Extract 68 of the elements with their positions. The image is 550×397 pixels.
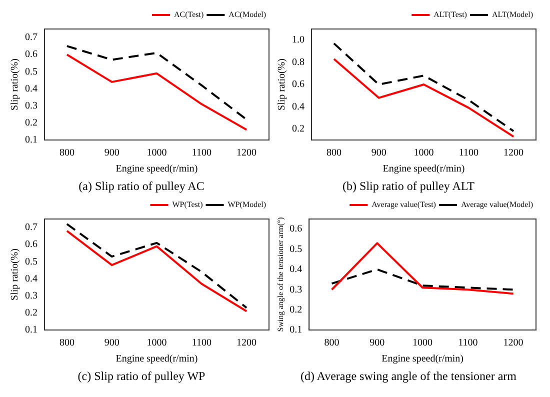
x-tick-label: 1200 bbox=[504, 148, 524, 159]
text: (c) Slip ratio of pulley WP bbox=[76, 368, 206, 385]
y-tick-label: 0.3 bbox=[290, 284, 302, 296]
x-tick-label: 1200 bbox=[236, 148, 257, 159]
y-tick-label: 0.5 bbox=[290, 244, 302, 255]
y-tick-label: 0.8 bbox=[292, 56, 304, 68]
y-tick-label: 0.1 bbox=[25, 134, 38, 146]
legend-label: Average value(Test) bbox=[372, 200, 436, 210]
x-tick-label: 800 bbox=[326, 148, 342, 159]
text: (a) Slip ratio of pulley AC bbox=[78, 178, 206, 195]
x-tick-label: 900 bbox=[371, 148, 386, 159]
legend-label: ALT(Test) bbox=[434, 10, 468, 20]
line-series bbox=[66, 45, 248, 121]
x-tick-label: 1200 bbox=[503, 338, 524, 349]
x-axis-title: Engine speed(r/min) bbox=[382, 354, 464, 365]
legend-label: AC(Test) bbox=[174, 10, 204, 20]
y-tick-label: 0.2 bbox=[25, 118, 38, 129]
y-tick-label: 0.3 bbox=[25, 100, 38, 112]
y-tick-label: 0.2 bbox=[290, 304, 302, 316]
x-tick-label: 800 bbox=[324, 338, 340, 349]
x-tick-label: 900 bbox=[104, 148, 120, 159]
y-tick-label: 0.4 bbox=[290, 264, 302, 276]
x-axis-title: Engine speed(r/min) bbox=[382, 164, 465, 175]
y-axis-title: Slip ratio(%) bbox=[276, 58, 288, 110]
x-tick-label: 800 bbox=[59, 338, 74, 349]
y-tick-label: 0.2 bbox=[292, 124, 304, 135]
y-axis-title: Slip ratio(%) bbox=[10, 58, 21, 110]
y-tick-label: 0.1 bbox=[25, 324, 38, 336]
y-tick-label: 0.5 bbox=[25, 66, 38, 78]
x-axis-title: Engine speed(r/min) bbox=[116, 354, 198, 365]
x-tick-label: 800 bbox=[59, 148, 74, 159]
y-tick-label: 0.6 bbox=[290, 224, 302, 235]
legend-label: ALT(Model) bbox=[492, 10, 534, 20]
y-tick-label: 0.7 bbox=[25, 222, 38, 234]
x-tick-label: 900 bbox=[104, 338, 120, 349]
y-tick-label: 0.4 bbox=[25, 83, 38, 94]
y-axis-title: Slip ratio(%) bbox=[10, 248, 21, 300]
x-axis-title: Engine speed(r/min) bbox=[116, 164, 198, 175]
text: (d) Average swing angle of the tensioner arm bbox=[299, 368, 518, 385]
y-tick-label: 0.6 bbox=[25, 239, 38, 250]
legend-label: Average value(Model) bbox=[460, 200, 534, 210]
x-tick-label: 1000 bbox=[146, 338, 167, 349]
legend-label: WP(Test) bbox=[172, 200, 204, 210]
y-tick-label: 0.7 bbox=[25, 32, 38, 44]
legend-label: AC(Model) bbox=[228, 10, 266, 20]
x-tick-label: 1000 bbox=[412, 338, 433, 349]
y-tick-label: 0.5 bbox=[25, 256, 38, 268]
line-series bbox=[330, 268, 514, 291]
y-tick-label: 0.6 bbox=[292, 79, 304, 90]
y-tick-label: 0.3 bbox=[25, 290, 38, 302]
line-series bbox=[332, 42, 515, 132]
y-tick-label: 0.2 bbox=[25, 308, 38, 319]
y-tick-label: 0.4 bbox=[25, 273, 38, 284]
y-tick-label: 0.6 bbox=[25, 49, 38, 60]
x-tick-label: 900 bbox=[370, 338, 385, 349]
x-tick-label: 1100 bbox=[458, 148, 478, 159]
y-tick-label: 0.1 bbox=[290, 324, 302, 336]
x-tick-label: 1000 bbox=[414, 148, 434, 159]
x-tick-label: 1100 bbox=[192, 338, 212, 349]
y-tick-label: 0.4 bbox=[292, 101, 304, 112]
text: (b) Slip ratio of pulley ALT bbox=[342, 178, 476, 195]
x-tick-label: 1000 bbox=[146, 148, 167, 159]
legend-label: WP(Model) bbox=[228, 200, 266, 210]
x-tick-label: 1100 bbox=[458, 338, 478, 349]
x-tick-label: 1200 bbox=[236, 338, 257, 349]
y-tick-label: 1.0 bbox=[292, 34, 304, 46]
x-tick-label: 1100 bbox=[192, 148, 212, 159]
y-axis-title: Swing angle of the tensioner arm(°) bbox=[276, 216, 285, 332]
